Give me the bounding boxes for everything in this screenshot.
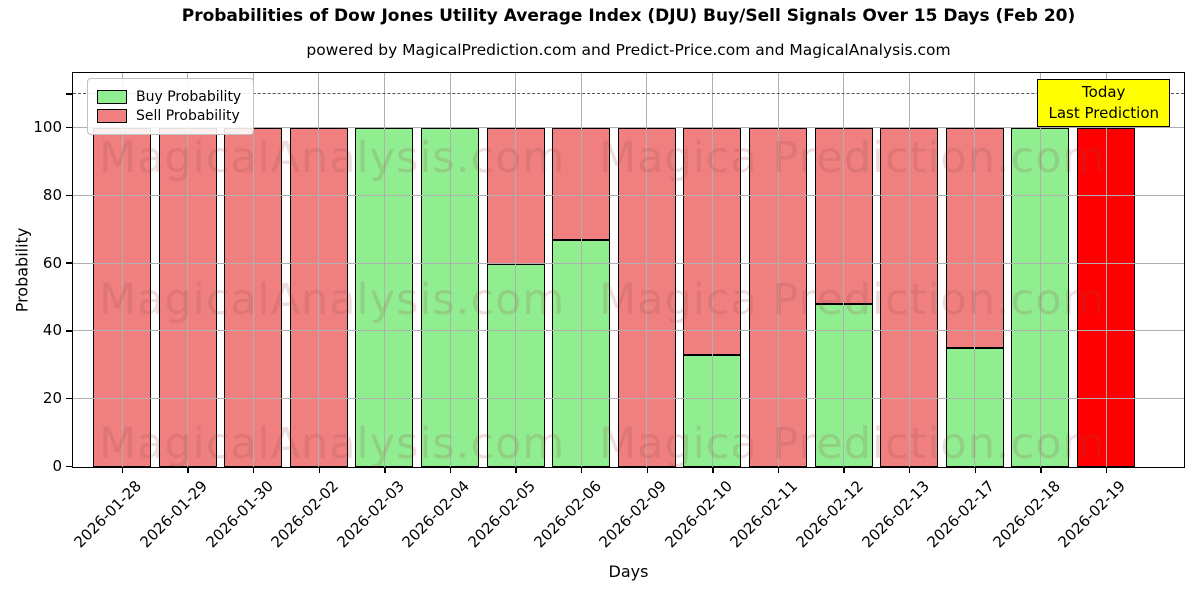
- v-gridline-2026-02-09: [646, 73, 648, 467]
- x-tick-2026-01-30: [252, 468, 255, 473]
- x-tick-label-2026-02-19: 2026-02-19: [1054, 477, 1130, 552]
- x-tick-label-2026-02-10: 2026-02-10: [661, 477, 736, 552]
- legend-item-buy: Buy Probability: [97, 89, 241, 105]
- v-gridline-2026-02-18: [1039, 73, 1041, 467]
- x-tick-label-2026-01-30: 2026-01-30: [202, 477, 277, 552]
- x-tick-label-2026-01-29: 2026-01-29: [136, 477, 211, 552]
- x-tick-label-2026-02-09: 2026-02-09: [595, 477, 671, 552]
- y-tick-label-0: 0: [52, 457, 62, 475]
- x-tick-2026-02-06: [580, 468, 583, 473]
- x-tick-2026-02-10: [712, 468, 714, 473]
- y-tick-110: [66, 93, 72, 95]
- buy-probability-swatch: [97, 90, 127, 104]
- y-tick-40: [66, 330, 72, 332]
- x-tick-2026-02-09: [646, 468, 649, 473]
- y-tick-label-40: 40: [42, 321, 62, 340]
- y-tick-20: [66, 397, 72, 400]
- sell-probability-swatch: [97, 109, 127, 123]
- x-tick-label-2026-02-04: 2026-02-04: [398, 477, 474, 552]
- y-tick-label-100: 100: [33, 118, 62, 137]
- x-tick-2026-02-17: [974, 468, 977, 473]
- today-annotation-line1: Today: [1082, 83, 1126, 101]
- v-gridline-2026-02-03: [383, 73, 385, 467]
- x-tick-2026-02-04: [449, 468, 452, 473]
- x-tick-label-2026-02-05: 2026-02-05: [464, 477, 539, 552]
- v-gridline-2026-02-10: [711, 73, 713, 467]
- v-gridline-2026-02-04: [449, 73, 451, 467]
- v-gridline-2026-02-11: [777, 73, 779, 467]
- v-gridline-2026-01-29: [187, 73, 189, 467]
- y-tick-0: [66, 465, 72, 468]
- v-gridline-2026-02-17: [974, 73, 976, 467]
- h-gridline-80: [73, 194, 1184, 196]
- v-gridline-2026-02-05: [515, 73, 517, 467]
- v-gridline-2026-02-12: [843, 73, 845, 467]
- x-tick-2026-02-05: [515, 468, 517, 473]
- x-tick-label-2026-02-02: 2026-02-02: [267, 477, 343, 552]
- y-tick-label-80: 80: [42, 185, 62, 204]
- x-tick-label-2026-02-06: 2026-02-06: [530, 477, 605, 552]
- h-gridline-100: [73, 127, 1184, 129]
- v-gridline-2026-01-30: [252, 73, 254, 467]
- x-tick-label-2026-01-28: 2026-01-28: [70, 477, 146, 552]
- legend: Buy Probability Sell Probability: [87, 78, 255, 135]
- h-gridline-40: [73, 330, 1184, 332]
- today-annotation: Today Last Prediction: [1037, 79, 1170, 127]
- x-tick-label-2026-02-17: 2026-02-17: [923, 477, 999, 552]
- x-tick-2026-02-12: [843, 468, 845, 473]
- v-gridline-2026-02-02: [318, 73, 320, 467]
- y-tick-label-20: 20: [42, 389, 62, 408]
- x-tick-2026-01-29: [187, 468, 189, 473]
- x-tick-2026-02-18: [1040, 468, 1042, 473]
- x-tick-2026-02-02: [318, 468, 321, 473]
- x-tick-2026-02-03: [384, 468, 386, 473]
- x-tick-label-2026-02-18: 2026-02-18: [989, 477, 1064, 552]
- chart-title: Probabilities of Dow Jones Utility Avera…: [181, 6, 1076, 26]
- x-tick-label-2026-02-13: 2026-02-13: [858, 477, 933, 552]
- y-tick-label-60: 60: [42, 253, 62, 272]
- plot-area: Buy Probability Sell Probability Today L…: [72, 72, 1185, 469]
- h-gridline-60: [73, 262, 1184, 264]
- legend-label-sell: Sell Probability: [136, 108, 240, 124]
- dashed-threshold-line: [73, 93, 1184, 95]
- x-tick-label-2026-02-11: 2026-02-11: [726, 477, 802, 552]
- x-tick-label-2026-02-03: 2026-02-03: [333, 477, 408, 552]
- y-tick-60: [66, 262, 72, 264]
- v-gridline-2026-01-28: [121, 73, 123, 467]
- v-gridline-2026-02-19: [1105, 73, 1107, 467]
- x-tick-label-2026-02-12: 2026-02-12: [792, 477, 867, 552]
- legend-item-sell: Sell Probability: [97, 108, 241, 124]
- legend-label-buy: Buy Probability: [136, 89, 242, 105]
- x-tick-2026-02-13: [908, 468, 911, 473]
- x-tick-2026-01-28: [121, 468, 124, 473]
- h-gridline-20: [73, 398, 1184, 400]
- y-tick-100: [66, 126, 72, 129]
- x-tick-2026-02-11: [777, 468, 780, 473]
- today-annotation-line2: Last Prediction: [1048, 104, 1159, 122]
- v-gridline-2026-02-13: [908, 73, 910, 467]
- v-gridline-2026-02-06: [580, 73, 582, 467]
- y-tick-80: [66, 194, 72, 197]
- chart-subtitle: powered by MagicalPrediction.com and Pre…: [306, 41, 951, 59]
- x-tick-2026-02-19: [1105, 468, 1108, 473]
- x-axis-label: Days: [608, 562, 649, 581]
